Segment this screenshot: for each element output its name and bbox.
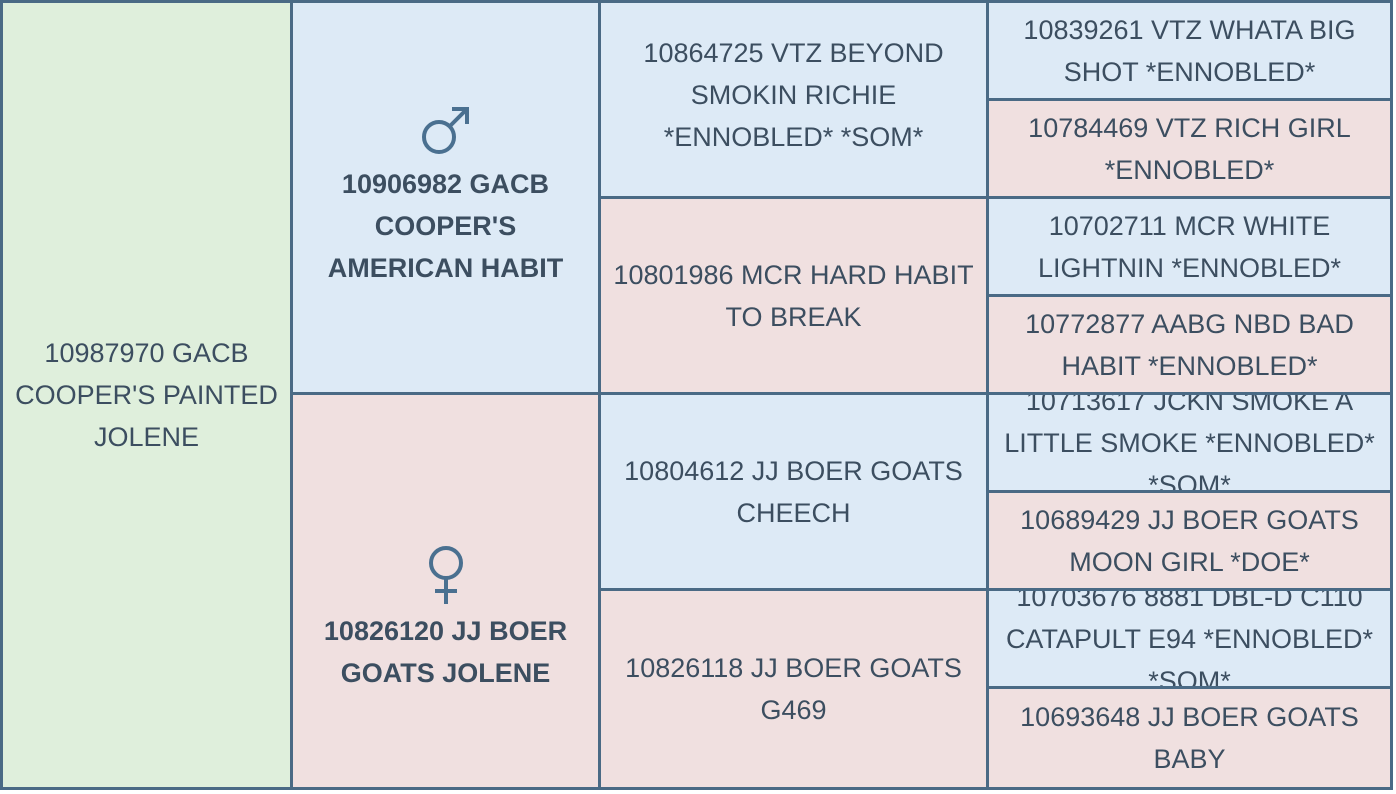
- great-grandparent-2: 10784469 VTZ RICH GIRL *ENNOBLED*: [989, 101, 1390, 199]
- female-symbol-icon: [428, 546, 463, 604]
- great-grandparent-name: 10839261 VTZ WHATA BIG SHOT *ENNOBLED*: [1023, 14, 1356, 87]
- great-grandparent-8: 10693648 JJ BOER GOATS BABY: [989, 689, 1390, 787]
- great-grandparent-name: 10784469 VTZ RICH GIRL *ENNOBLED*: [1028, 112, 1351, 185]
- grandparent-dam-dam: 10826118 JJ BOER GOATS G469: [601, 591, 989, 787]
- grandparent-sire-dam: 10801986 MCR HARD HABIT TO BREAK: [601, 199, 989, 395]
- great-grandparent-name: 10693648 JJ BOER GOATS BABY: [1020, 702, 1359, 774]
- great-grandparent-name: 10702711 MCR WHITE LIGHTNIN *ENNOBLED*: [1037, 210, 1342, 283]
- sire-cell: 10906982 GACB COOPER'S AMERICAN HABIT: [293, 3, 601, 395]
- grandparent-sire-sire: 10864725 VTZ BEYOND SMOKIN RICHIE *ENNOB…: [601, 3, 989, 199]
- great-grandparent-3: 10702711 MCR WHITE LIGHTNIN *ENNOBLED*: [989, 199, 1390, 297]
- great-grandparent-4: 10772877 AABG NBD BAD HABIT *ENNOBLED*: [989, 297, 1390, 395]
- male-symbol-icon: [421, 106, 469, 154]
- grandparent-name: 10864725 VTZ BEYOND SMOKIN RICHIE *ENNOB…: [643, 37, 944, 152]
- grandparent-name: 10804612 JJ BOER GOATS CHEECH: [624, 455, 963, 528]
- great-grandparent-name: 10703676 8881 DBL-D C110 CATAPULT E94 *E…: [1005, 591, 1374, 689]
- great-grandparent-name: 10689429 JJ BOER GOATS MOON GIRL *DOE*: [1020, 504, 1359, 577]
- great-grandparent-1: 10839261 VTZ WHATA BIG SHOT *ENNOBLED*: [989, 3, 1390, 101]
- dam-name: 10826120 JJ BOER GOATS JOLENE: [323, 616, 568, 688]
- great-grandparent-name: 10772877 AABG NBD BAD HABIT *ENNOBLED*: [1025, 308, 1354, 381]
- grandparent-name: 10826118 JJ BOER GOATS G469: [625, 653, 962, 725]
- great-grandparent-5: 10713617 JCKN SMOKE A LITTLE SMOKE *ENNO…: [989, 395, 1390, 493]
- great-grandparent-name: 10713617 JCKN SMOKE A LITTLE SMOKE *ENNO…: [1004, 395, 1375, 493]
- subject-name: 10987970 GACB COOPER'S PAINTED JOLENE: [15, 338, 278, 452]
- subject-animal: 10987970 GACB COOPER'S PAINTED JOLENE: [3, 3, 293, 787]
- sire-name: 10906982 GACB COOPER'S AMERICAN HABIT: [327, 168, 564, 283]
- grandparent-dam-sire: 10804612 JJ BOER GOATS CHEECH: [601, 395, 989, 591]
- grandparent-name: 10801986 MCR HARD HABIT TO BREAK: [613, 259, 974, 332]
- great-grandparent-7: 10703676 8881 DBL-D C110 CATAPULT E94 *E…: [989, 591, 1390, 689]
- dam-cell: 10826120 JJ BOER GOATS JOLENE: [293, 395, 601, 787]
- great-grandparent-6: 10689429 JJ BOER GOATS MOON GIRL *DOE*: [989, 493, 1390, 591]
